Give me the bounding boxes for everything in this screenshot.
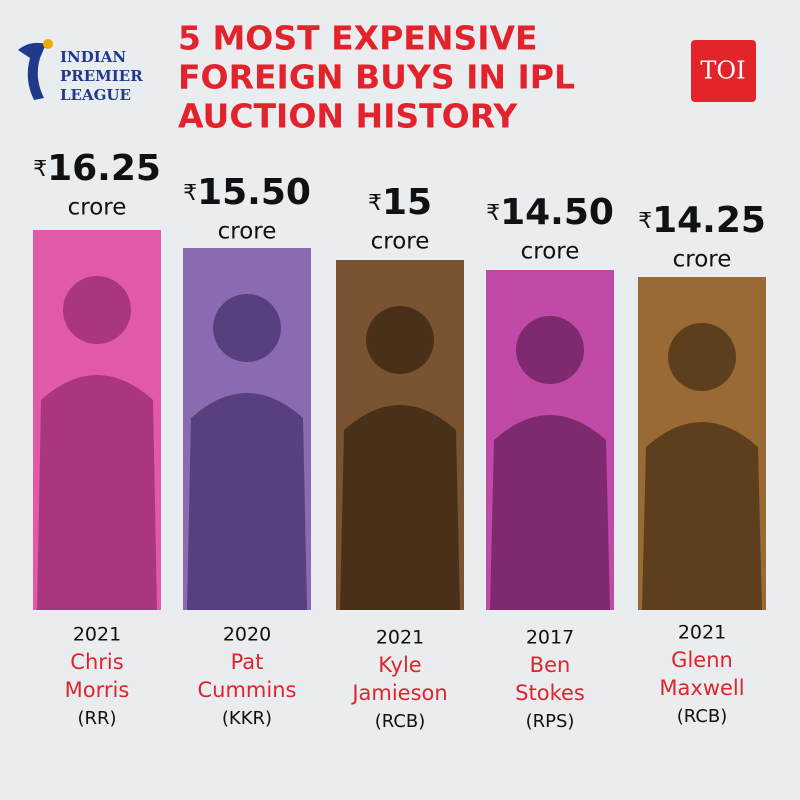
title-line: AUCTION HISTORY	[178, 97, 518, 136]
currency: ₹	[368, 191, 382, 216]
player-card: ₹16.25 crore 2021 Chris Morris (RR)	[33, 148, 161, 729]
photo-body	[340, 405, 460, 610]
currency: ₹	[638, 209, 652, 234]
player-card: ₹15 crore 2021 Kyle Jamieson (RCB)	[336, 182, 464, 732]
name: Chris	[70, 650, 123, 674]
player-card: ₹14.25 crore 2021 Glenn Maxwell (RCB)	[638, 200, 766, 727]
price: ₹15	[368, 182, 432, 223]
currency: ₹	[33, 157, 47, 182]
amount: 16.25	[47, 148, 161, 189]
name: Cummins	[198, 678, 297, 702]
year: 2021	[376, 627, 424, 649]
photo-head	[668, 323, 736, 391]
amount: 14.50	[500, 192, 614, 233]
price: ₹16.25	[33, 148, 161, 189]
unit: crore	[371, 229, 430, 255]
logo-text: LEAGUE	[60, 86, 131, 104]
title-line: 5 MOST EXPENSIVE	[178, 19, 538, 58]
price: ₹14.50	[486, 192, 614, 233]
price: ₹14.25	[638, 200, 766, 241]
amount: 14.25	[652, 200, 766, 241]
team: (RR)	[77, 708, 116, 729]
logo-mark	[18, 42, 46, 100]
currency: ₹	[486, 201, 500, 226]
name: Glenn	[671, 648, 733, 672]
amount: 15	[382, 182, 432, 223]
photo-head	[516, 316, 584, 384]
unit: crore	[673, 247, 732, 273]
photo-head	[213, 294, 281, 362]
unit: crore	[521, 239, 580, 265]
name: Stokes	[515, 681, 585, 705]
team: (KKR)	[222, 708, 272, 729]
name: Ben	[530, 653, 571, 677]
year: 2017	[526, 627, 574, 649]
ipl-logo: INDIAN PREMIER LEAGUE	[18, 39, 143, 104]
logo-ball	[43, 39, 53, 49]
name: Morris	[65, 678, 130, 702]
year: 2020	[223, 624, 271, 646]
name: Pat	[231, 650, 264, 674]
price: ₹15.50	[183, 172, 311, 213]
year: 2021	[73, 624, 121, 646]
unit: crore	[68, 195, 127, 221]
title-line: FOREIGN BUYS IN IPL	[178, 58, 575, 97]
photo-body	[490, 415, 610, 610]
name: Kyle	[378, 653, 421, 677]
logo-text: PREMIER	[60, 67, 143, 85]
toi-badge	[691, 40, 756, 102]
name: Jamieson	[350, 681, 447, 705]
player-card: ₹15.50 crore 2020 Pat Cummins (KKR)	[183, 172, 311, 729]
name: Maxwell	[659, 676, 744, 700]
team: (RCB)	[677, 706, 728, 727]
photo-body	[642, 422, 762, 610]
amount: 15.50	[197, 172, 311, 213]
team: (RPS)	[526, 711, 575, 732]
photo-head	[366, 306, 434, 374]
logo-text: INDIAN	[60, 48, 126, 66]
currency: ₹	[183, 181, 197, 206]
photo-body	[187, 393, 307, 610]
photo-body	[37, 375, 157, 610]
toi-text: TOI	[700, 57, 745, 85]
unit: crore	[218, 219, 277, 245]
photo-head	[63, 276, 131, 344]
year: 2021	[678, 622, 726, 644]
player-card: ₹14.50 crore 2017 Ben Stokes (RPS)	[486, 192, 614, 732]
team: (RCB)	[375, 711, 426, 732]
